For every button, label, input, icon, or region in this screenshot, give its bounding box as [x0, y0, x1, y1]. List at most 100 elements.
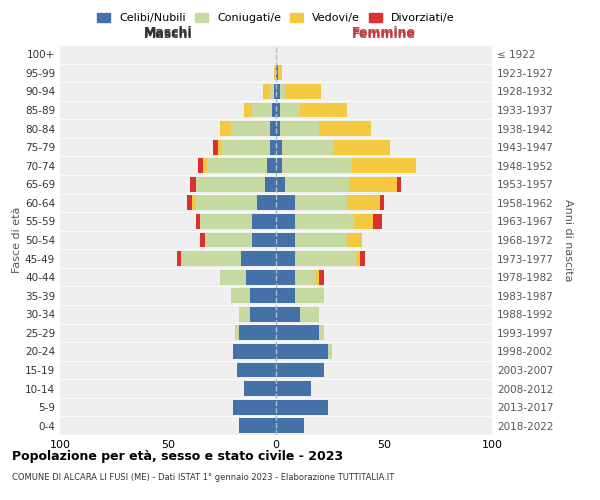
Bar — [283, 140, 334, 154]
Bar — [220, 270, 246, 284]
Bar — [295, 214, 354, 229]
Bar — [196, 196, 257, 210]
Bar — [334, 140, 391, 154]
Y-axis label: Anni di nascita: Anni di nascita — [563, 198, 573, 281]
Bar — [300, 307, 319, 322]
Bar — [252, 214, 276, 229]
Bar — [276, 102, 280, 118]
Bar — [276, 307, 300, 322]
Bar — [230, 121, 269, 136]
Bar — [239, 418, 276, 433]
Text: Maschi: Maschi — [143, 28, 193, 41]
Bar — [200, 232, 205, 248]
Bar — [276, 270, 295, 284]
Bar — [347, 232, 362, 248]
Bar — [328, 344, 332, 359]
Bar — [352, 158, 416, 173]
Bar — [276, 232, 295, 248]
Bar — [284, 177, 349, 192]
Bar — [222, 140, 269, 154]
Bar — [239, 326, 276, 340]
Text: Maschi: Maschi — [143, 26, 193, 40]
Bar — [295, 196, 347, 210]
Bar — [257, 196, 276, 210]
Bar — [269, 121, 276, 136]
Bar — [319, 270, 323, 284]
Bar — [284, 84, 322, 99]
Bar — [397, 177, 401, 192]
Bar — [207, 158, 268, 173]
Bar — [283, 158, 352, 173]
Bar — [373, 214, 382, 229]
Bar — [268, 158, 276, 173]
Bar — [295, 288, 323, 303]
Bar — [200, 214, 252, 229]
Bar — [276, 214, 295, 229]
Bar — [218, 140, 222, 154]
Bar — [276, 84, 280, 99]
Bar — [280, 121, 319, 136]
Bar — [196, 214, 200, 229]
Bar — [276, 344, 328, 359]
Text: COMUNE DI ALCARA LI FUSI (ME) - Dati ISTAT 1° gennaio 2023 - Elaborazione TUTTIT: COMUNE DI ALCARA LI FUSI (ME) - Dati IST… — [12, 472, 394, 482]
Bar — [181, 251, 241, 266]
Bar — [269, 84, 274, 99]
Bar — [278, 66, 283, 80]
Bar — [319, 326, 323, 340]
Bar — [276, 158, 283, 173]
Bar — [235, 326, 239, 340]
Bar — [295, 232, 347, 248]
Text: Femmine: Femmine — [352, 26, 416, 40]
Bar — [196, 177, 265, 192]
Bar — [244, 102, 252, 118]
Bar — [380, 196, 384, 210]
Bar — [276, 288, 295, 303]
Bar — [250, 307, 276, 322]
Y-axis label: Fasce di età: Fasce di età — [12, 207, 22, 273]
Bar — [190, 177, 196, 192]
Bar — [252, 232, 276, 248]
Bar — [360, 251, 365, 266]
Bar — [276, 418, 304, 433]
Bar — [276, 251, 295, 266]
Bar — [230, 288, 250, 303]
Bar — [187, 196, 192, 210]
Bar — [276, 140, 283, 154]
Bar — [269, 140, 276, 154]
Bar — [214, 140, 218, 154]
Bar — [244, 381, 276, 396]
Bar — [300, 102, 347, 118]
Bar — [176, 251, 181, 266]
Bar — [295, 270, 315, 284]
Bar — [237, 362, 276, 378]
Bar — [241, 251, 276, 266]
Bar — [354, 214, 373, 229]
Bar — [192, 196, 196, 210]
Bar — [295, 251, 356, 266]
Bar — [276, 196, 295, 210]
Bar — [276, 177, 284, 192]
Bar — [280, 102, 300, 118]
Bar — [233, 400, 276, 414]
Bar — [276, 381, 311, 396]
Bar — [263, 84, 269, 99]
Bar — [220, 121, 230, 136]
Text: Femmine: Femmine — [352, 28, 416, 41]
Text: Popolazione per età, sesso e stato civile - 2023: Popolazione per età, sesso e stato civil… — [12, 450, 343, 463]
Bar — [356, 251, 360, 266]
Bar — [198, 158, 203, 173]
Bar — [252, 102, 272, 118]
Bar — [246, 270, 276, 284]
Bar — [233, 344, 276, 359]
Bar — [347, 196, 380, 210]
Bar — [265, 177, 276, 192]
Bar — [274, 66, 276, 80]
Bar — [276, 66, 278, 80]
Bar — [274, 84, 276, 99]
Legend: Celibi/Nubili, Coniugati/e, Vedovi/e, Divorziati/e: Celibi/Nubili, Coniugati/e, Vedovi/e, Di… — [93, 8, 459, 28]
Bar — [205, 232, 252, 248]
Bar — [239, 307, 250, 322]
Bar — [315, 270, 319, 284]
Bar — [319, 121, 371, 136]
Bar — [272, 102, 276, 118]
